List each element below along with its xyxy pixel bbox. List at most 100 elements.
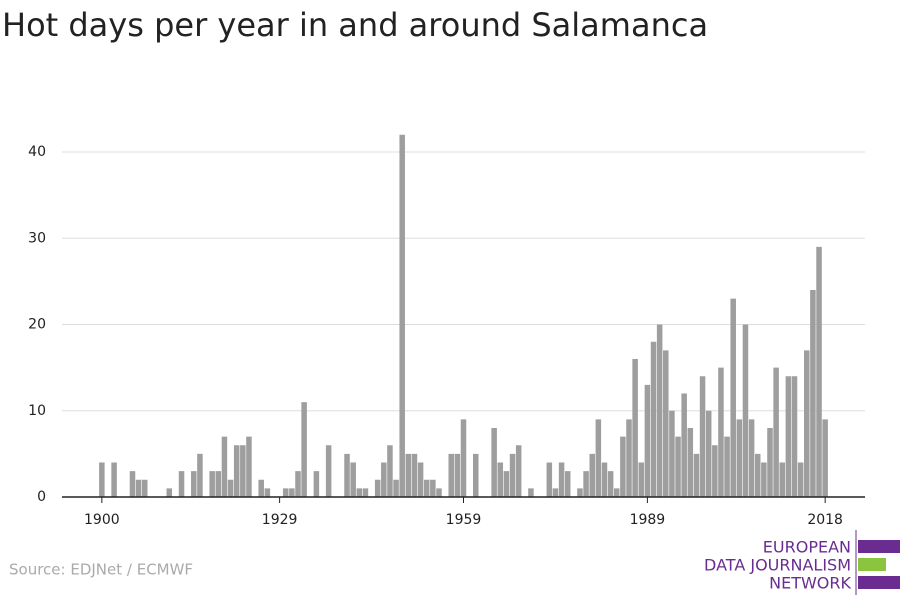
bar <box>632 359 638 497</box>
bar <box>448 453 454 497</box>
bar <box>399 134 405 497</box>
bar <box>135 479 142 497</box>
bar <box>601 462 608 497</box>
bar <box>650 341 657 497</box>
bar <box>663 350 669 497</box>
bar <box>767 428 773 497</box>
bar <box>178 471 185 497</box>
bar <box>595 419 602 497</box>
bar <box>626 419 632 497</box>
bar <box>436 488 442 497</box>
bar <box>724 436 730 497</box>
chart-title: Hot days per year in and around Salamanc… <box>2 6 708 44</box>
bar <box>215 471 222 497</box>
bar <box>816 246 822 497</box>
bar <box>613 488 620 497</box>
y-tick-label: 20 <box>28 317 46 333</box>
bar <box>129 471 136 497</box>
x-tick-label: 1900 <box>84 512 120 528</box>
bar <box>246 436 252 497</box>
y-tick-label: 30 <box>28 230 46 246</box>
bar <box>423 479 430 497</box>
bar <box>497 462 504 497</box>
bar <box>503 471 510 497</box>
bar <box>822 419 828 497</box>
bar <box>221 436 228 497</box>
y-tick-label: 10 <box>28 403 46 419</box>
bar <box>325 445 332 497</box>
bar <box>240 445 246 497</box>
bar <box>528 488 534 497</box>
bar <box>638 462 645 497</box>
bar <box>669 410 675 497</box>
bar <box>99 462 105 497</box>
logo-text: EUROPEAN <box>763 538 851 557</box>
logo-bar <box>858 558 886 571</box>
bar <box>350 462 356 497</box>
y-tick-label: 0 <box>37 489 46 505</box>
bar <box>405 453 412 497</box>
bar <box>209 471 215 497</box>
bar <box>141 479 148 497</box>
bar <box>264 488 271 497</box>
bar <box>356 488 363 497</box>
bar <box>607 471 614 497</box>
bar <box>712 445 718 497</box>
source: Source: EDJNet / ECMWF <box>9 561 193 579</box>
bar <box>773 367 779 497</box>
bar <box>393 479 399 497</box>
bar <box>473 453 479 497</box>
bar <box>785 376 792 497</box>
bar <box>313 471 320 497</box>
x-tick-label: 1929 <box>262 512 298 528</box>
y-tick-label: 40 <box>28 144 46 160</box>
bar <box>761 462 767 497</box>
bar <box>681 393 687 497</box>
bar <box>454 453 461 497</box>
logo-bar <box>858 540 900 553</box>
bar <box>558 462 565 497</box>
bar <box>227 479 234 497</box>
bar <box>564 471 571 497</box>
bar <box>411 453 418 497</box>
bar <box>282 488 289 497</box>
bar <box>430 479 436 497</box>
bar <box>295 471 301 497</box>
bar <box>191 471 197 497</box>
bar <box>509 453 516 497</box>
bar <box>577 488 583 497</box>
bar <box>289 488 295 497</box>
bar <box>797 462 804 497</box>
bar <box>301 402 307 497</box>
bar <box>552 488 559 497</box>
bar <box>166 488 173 497</box>
bar <box>515 445 522 497</box>
bar <box>417 462 424 497</box>
bar <box>791 376 798 497</box>
bar <box>644 384 651 497</box>
bar <box>656 324 663 497</box>
bar <box>546 462 553 497</box>
bar <box>583 471 589 497</box>
bar <box>111 462 117 497</box>
x-tick-label: 2018 <box>807 512 843 528</box>
bar <box>589 453 595 497</box>
logo-text: DATA JOURNALISM <box>704 556 851 575</box>
bar <box>387 445 393 497</box>
bar <box>344 453 350 497</box>
bar <box>362 488 369 497</box>
bar <box>742 324 749 497</box>
bar <box>381 462 387 497</box>
bar <box>374 479 381 497</box>
bar <box>754 453 761 497</box>
x-tick-label: 1959 <box>446 512 482 528</box>
bar <box>730 298 736 497</box>
bar <box>748 419 755 497</box>
bar <box>675 436 681 497</box>
bar <box>804 350 810 497</box>
logo-bar <box>858 576 900 589</box>
bar <box>718 367 724 497</box>
bar <box>460 419 467 497</box>
bar <box>258 479 264 497</box>
